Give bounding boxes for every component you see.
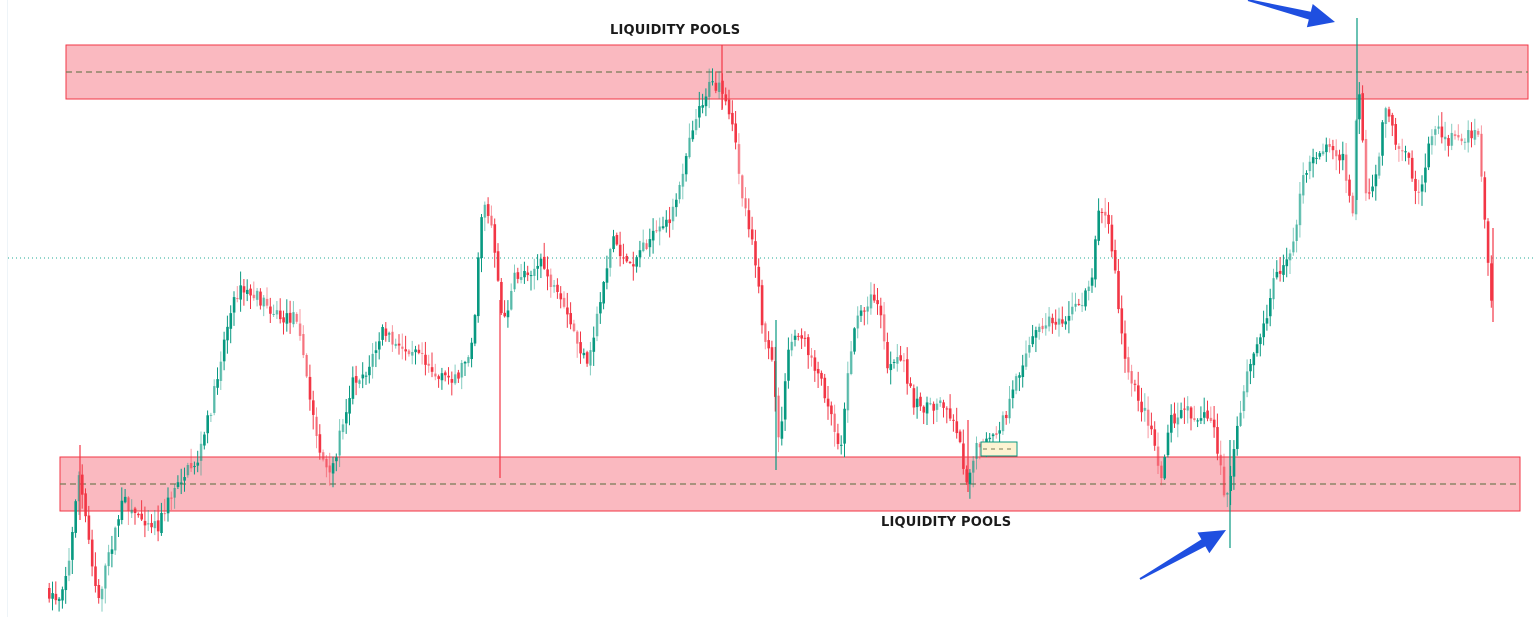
candles [48,18,1494,612]
chart-left-border [7,0,8,617]
top-sweep-arrow-icon [1247,0,1335,28]
upper-zone-label: LIQUIDITY POOLS [610,23,741,38]
annotations [980,0,1335,580]
liquidity-zones [59,44,1529,512]
lower-zone-label: LIQUIDITY POOLS [881,515,1012,530]
bottom-sweep-arrow-icon [1139,530,1226,580]
